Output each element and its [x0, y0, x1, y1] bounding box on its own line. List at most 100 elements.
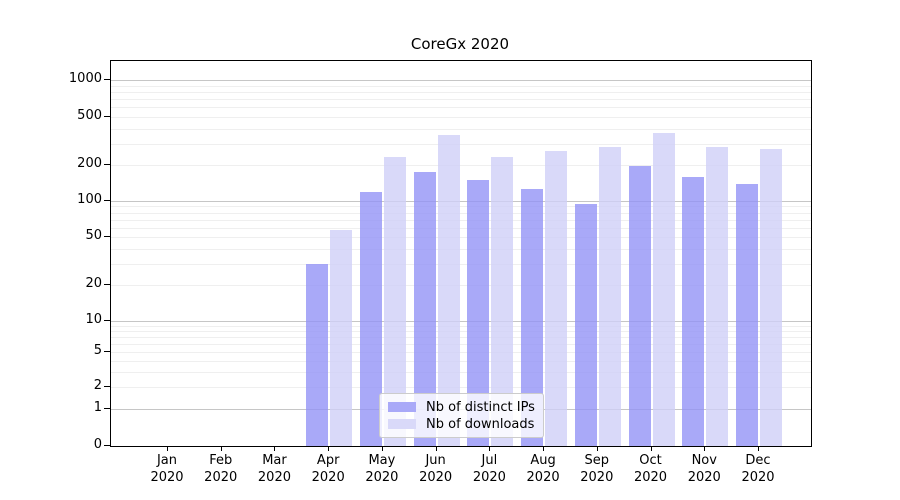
- x-tick-month: May: [368, 453, 396, 468]
- legend-item-downloads: Nb of downloads: [388, 416, 535, 432]
- x-tick-label-dec: Dec 2020: [726, 452, 790, 486]
- bar-distinct-ips-sep: [574, 203, 597, 446]
- y-tick-label-50: 50: [85, 228, 102, 243]
- gridline-minor-80: [111, 212, 811, 214]
- y-tick-label-100: 100: [77, 192, 102, 207]
- gridline-minor-400: [111, 128, 811, 130]
- y-tick-mark-100: [104, 200, 110, 201]
- x-tick-year: 2020: [150, 470, 184, 485]
- x-tick-month: Apr: [316, 453, 340, 468]
- x-tick-label-mar: Mar 2020: [242, 452, 306, 486]
- legend: Nb of distinct IPs Nb of downloads: [379, 393, 544, 438]
- y-tick-label-0: 0: [93, 437, 102, 452]
- y-tick-mark-0: [104, 445, 110, 446]
- x-tick-label-jul: Jul 2020: [457, 452, 521, 486]
- x-tick-mark-jun: [435, 446, 437, 451]
- y-tick-label-10: 10: [85, 312, 102, 327]
- y-tick-mark-1000: [104, 79, 110, 80]
- x-tick-mark-oct: [650, 446, 652, 451]
- y-tick-label-20: 20: [85, 276, 102, 291]
- bar-downloads-jun: [437, 134, 460, 446]
- gridline-minor-20: [111, 285, 811, 286]
- gridline-minor-9: [111, 325, 811, 327]
- y-tick-mark-50: [104, 236, 110, 237]
- x-tick-year: 2020: [419, 470, 453, 485]
- gridline-minor-7: [111, 336, 811, 338]
- plot-area: Nb of distinct IPs Nb of downloads: [110, 60, 812, 447]
- x-tick-month: Nov: [691, 453, 717, 468]
- x-tick-label-aug: Aug 2020: [511, 452, 575, 486]
- x-tick-label-nov: Nov 2020: [672, 452, 736, 486]
- bar-downloads-jul: [491, 156, 514, 446]
- x-tick-month: Jan: [156, 453, 178, 468]
- bar-downloads-nov: [706, 147, 729, 446]
- x-tick-year: 2020: [365, 470, 399, 485]
- bar-distinct-ips-nov: [682, 176, 705, 446]
- gridline-minor-6: [111, 343, 811, 345]
- x-tick-month: Oct: [639, 453, 662, 468]
- x-tick-month: Aug: [530, 453, 556, 468]
- x-tick-mark-feb: [220, 446, 222, 451]
- gridline-minor-800: [111, 91, 811, 93]
- gridline-minor-3: [111, 371, 811, 373]
- gridline-minor-4: [111, 360, 811, 362]
- legend-swatch-distinct-ips: [388, 402, 416, 412]
- legend-label-downloads: Nb of downloads: [426, 416, 535, 432]
- x-tick-mark-may: [381, 446, 383, 451]
- bar-downloads-oct: [652, 133, 675, 446]
- y-tick-label-500: 500: [77, 108, 102, 123]
- x-tick-month: Jun: [425, 453, 446, 468]
- x-tick-month: Sep: [584, 453, 610, 468]
- legend-label-distinct-ips: Nb of distinct IPs: [426, 399, 535, 415]
- x-tick-label-apr: Apr 2020: [296, 452, 360, 486]
- y-tick-mark-200: [104, 164, 110, 165]
- gridline-minor-8: [111, 330, 811, 332]
- x-tick-year: 2020: [687, 470, 721, 485]
- x-tick-month: Feb: [209, 453, 233, 468]
- x-tick-mark-dec: [758, 446, 759, 451]
- bar-distinct-ips-oct: [628, 166, 651, 446]
- x-tick-year: 2020: [580, 470, 614, 485]
- x-tick-label-jun: Jun 2020: [404, 452, 468, 486]
- x-tick-month: Jul: [481, 453, 498, 468]
- y-tick-mark-20: [104, 284, 110, 285]
- gridline-major-1000: [111, 80, 811, 81]
- y-tick-label-2: 2: [93, 378, 102, 393]
- y-tick-mark-2: [104, 386, 110, 387]
- x-tick-year: 2020: [311, 470, 345, 485]
- x-tick-label-jan: Jan 2020: [135, 452, 199, 486]
- x-tick-mark-jul: [489, 446, 491, 451]
- x-tick-year: 2020: [472, 470, 506, 485]
- bar-distinct-ips-jul: [467, 179, 490, 446]
- x-tick-label-oct: Oct 2020: [619, 452, 683, 486]
- x-tick-year: 2020: [633, 470, 668, 485]
- x-tick-month: Dec: [745, 453, 771, 468]
- x-tick-mark-sep: [596, 446, 598, 451]
- y-tick-label-1: 1: [93, 400, 102, 415]
- bar-downloads-sep: [598, 147, 621, 446]
- gridline-minor-50: [111, 237, 811, 238]
- gridline-minor-900: [111, 85, 811, 87]
- bar-downloads-aug: [545, 151, 568, 446]
- x-tick-mark-mar: [274, 446, 276, 451]
- x-tick-year: 2020: [204, 470, 238, 485]
- y-tick-mark-1: [104, 408, 110, 409]
- gridline-minor-500: [111, 117, 811, 118]
- gridline-minor-5: [111, 352, 811, 353]
- legend-item-distinct-ips: Nb of distinct IPs: [388, 399, 535, 415]
- x-tick-mark-apr: [328, 446, 330, 451]
- bar-downloads-may: [383, 156, 406, 446]
- bar-distinct-ips-apr: [306, 263, 329, 446]
- gridline-minor-30: [111, 263, 811, 265]
- bar-downloads-dec: [760, 149, 782, 446]
- bar-distinct-ips-jun: [413, 171, 436, 446]
- y-tick-label-200: 200: [77, 156, 102, 171]
- x-tick-label-may: May 2020: [350, 452, 414, 486]
- gridline-minor-60: [111, 227, 811, 229]
- gridline-major-10: [111, 321, 811, 322]
- y-tick-label-1000: 1000: [68, 71, 102, 86]
- x-tick-mark-jan: [167, 446, 168, 451]
- gridline-minor-40: [111, 248, 811, 250]
- y-tick-mark-10: [104, 320, 110, 321]
- x-tick-mark-aug: [543, 446, 545, 451]
